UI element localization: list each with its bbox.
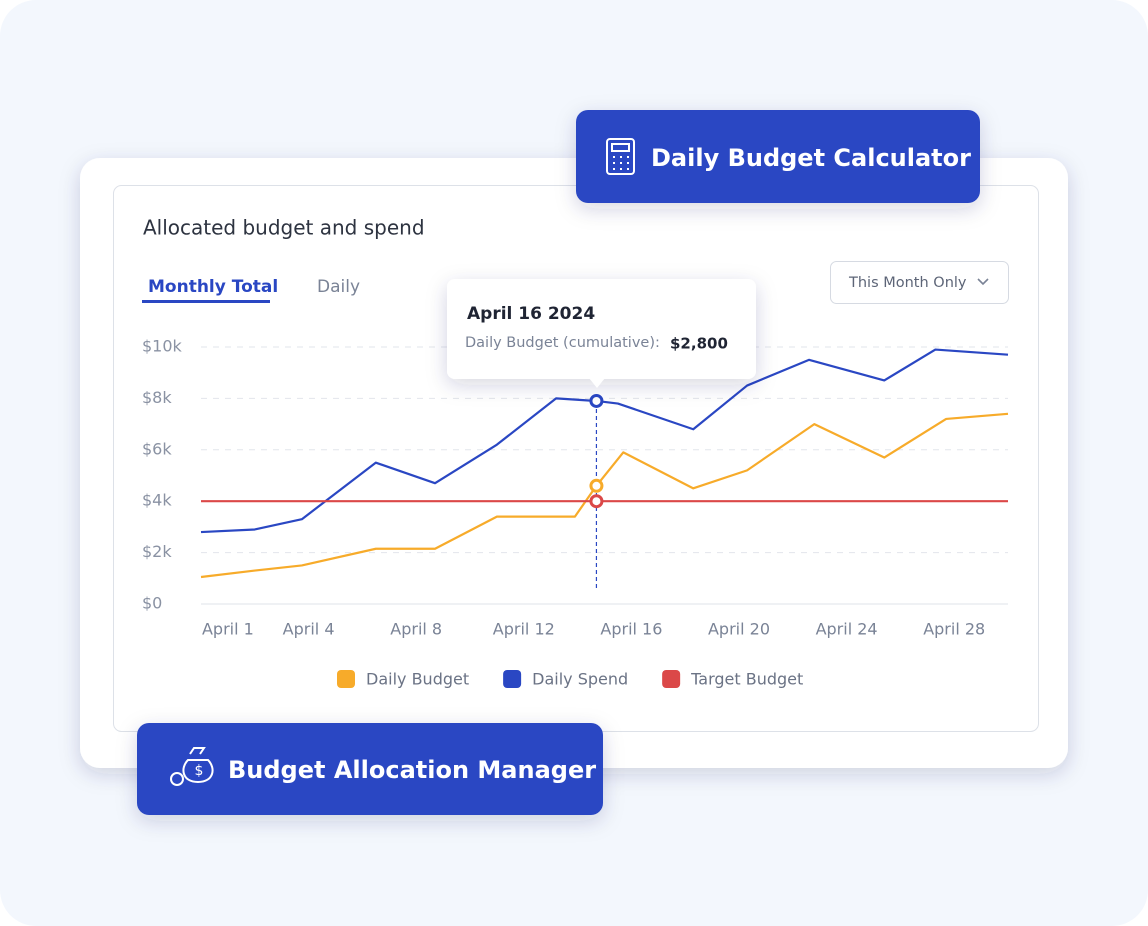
tooltip-label: Daily Budget (cumulative): xyxy=(465,335,660,351)
tooltip-pointer xyxy=(589,378,605,388)
tab[interactable]: Daily xyxy=(317,277,360,297)
x-tick-label: April 16 xyxy=(600,620,662,639)
y-tick-label: $6k xyxy=(142,439,172,458)
legend-label: Daily Budget xyxy=(366,670,469,689)
x-tick-label: April 8 xyxy=(390,620,442,639)
tooltip-title: April 16 2024 xyxy=(467,304,595,324)
y-tick-label: $2k xyxy=(142,542,172,561)
hover-marker xyxy=(589,494,604,509)
y-tick-label: $0 xyxy=(142,594,162,613)
tab[interactable]: Monthly Total xyxy=(148,277,278,297)
y-tick-label: $8k xyxy=(142,388,172,407)
badge: $ Budget Allocation Manager xyxy=(137,723,603,815)
x-tick-label: April 24 xyxy=(816,620,878,639)
legend-swatch xyxy=(662,670,681,688)
legend-label: Daily Spend xyxy=(532,670,628,689)
tooltip-value: $2,800 xyxy=(670,335,728,353)
dropdown-box[interactable] xyxy=(830,261,1009,304)
tooltip-box xyxy=(447,279,756,379)
chart-title: Allocated budget and spend xyxy=(143,216,425,240)
tab-underline xyxy=(142,300,270,303)
dropdown[interactable]: This Month Only xyxy=(830,261,1009,304)
legend-swatch xyxy=(337,670,355,688)
legend-label: Target Budget xyxy=(690,670,803,689)
calculator-icon xyxy=(606,138,635,175)
badge-box xyxy=(137,723,603,815)
badge-label: Budget Allocation Manager xyxy=(228,756,596,784)
x-tick-label: April 28 xyxy=(923,620,985,639)
dropdown-label[interactable]: This Month Only xyxy=(848,275,967,291)
badge: Daily Budget Calculator xyxy=(576,110,980,203)
badge-box xyxy=(576,110,980,203)
moneybag-icon: $ xyxy=(170,747,214,786)
hover-marker xyxy=(589,393,604,408)
x-tick-label: April 4 xyxy=(283,620,335,639)
plot: $0 $2k $4k $6k $8k $10k April 1 April 4 April 8 A… xyxy=(142,337,1009,639)
legend-swatch xyxy=(503,670,522,688)
hover-marker xyxy=(589,478,604,493)
tooltip: April 16 2024 Daily Budget (cumulative):… xyxy=(447,279,756,388)
x-tick-label: April 12 xyxy=(493,620,555,639)
badge-label: Daily Budget Calculator xyxy=(651,144,971,172)
x-tick-label: April 20 xyxy=(708,620,770,639)
icon-glyph: $ xyxy=(195,763,204,779)
chevron xyxy=(977,278,989,286)
y-tick-label: $10k xyxy=(142,337,183,356)
y-tick-label: $4k xyxy=(142,491,172,510)
x-tick-label: April 1 xyxy=(202,620,254,639)
